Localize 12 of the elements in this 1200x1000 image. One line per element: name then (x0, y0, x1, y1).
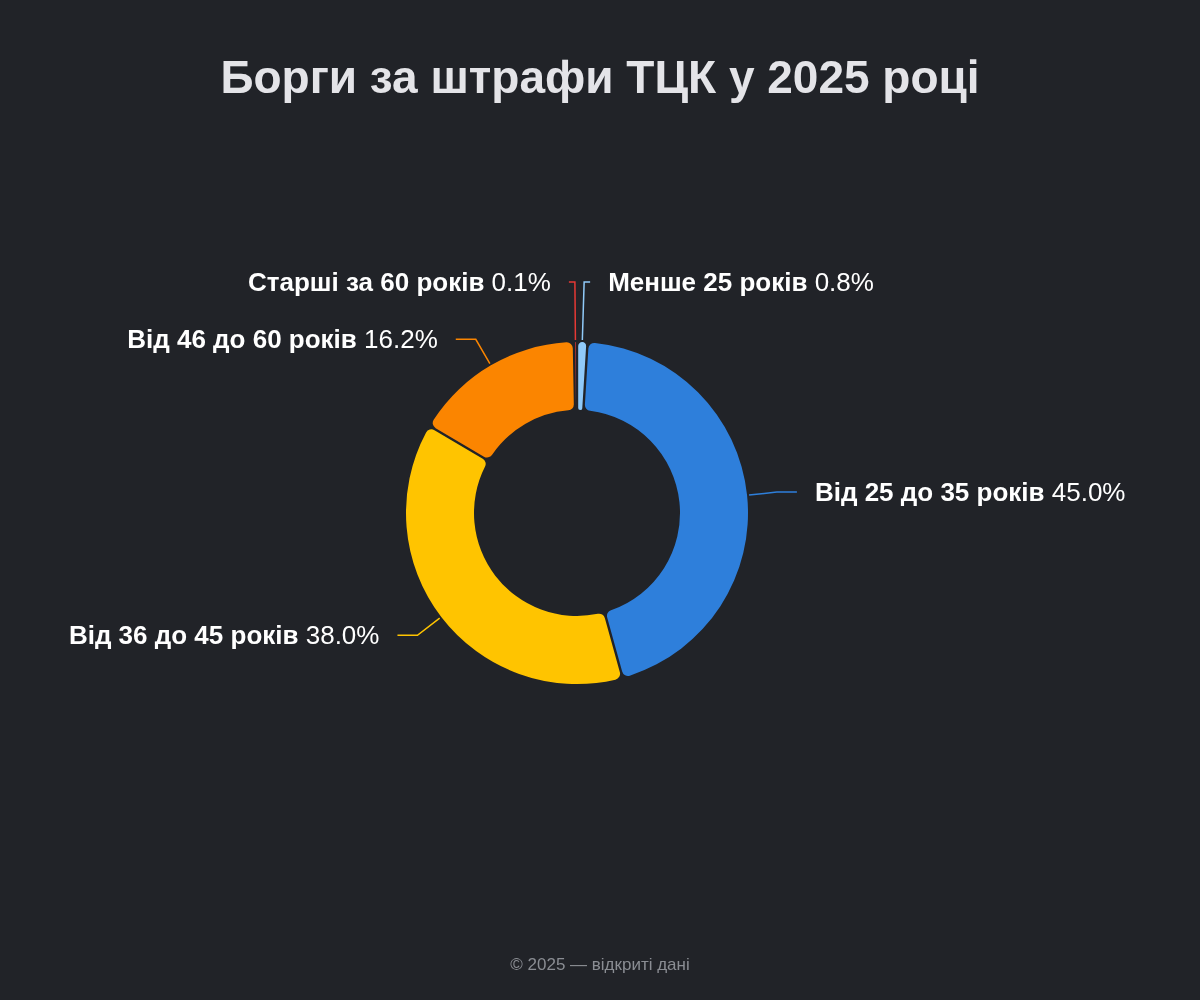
slice-label: Від 36 до 45 років (68, 620, 299, 651)
data-label: 16.2% (356, 324, 438, 355)
slice-label: Від 46 до 60 років (127, 324, 357, 355)
slice-label: Від 25 до 35 років (814, 477, 1045, 508)
data-label: 0.8% (807, 267, 874, 298)
chart-title: Борги за штрафи ТЦК у 2025 році (220, 51, 980, 103)
data-label: 38.0% (298, 620, 380, 651)
data-label: 0.1% (484, 267, 551, 298)
slice-label: Старші за 60 років (248, 267, 485, 298)
text: © 2025 — відкриті дані (510, 955, 690, 974)
data-label: 45.0% (1044, 477, 1126, 508)
slice-label: Менше 25 років (608, 267, 808, 298)
